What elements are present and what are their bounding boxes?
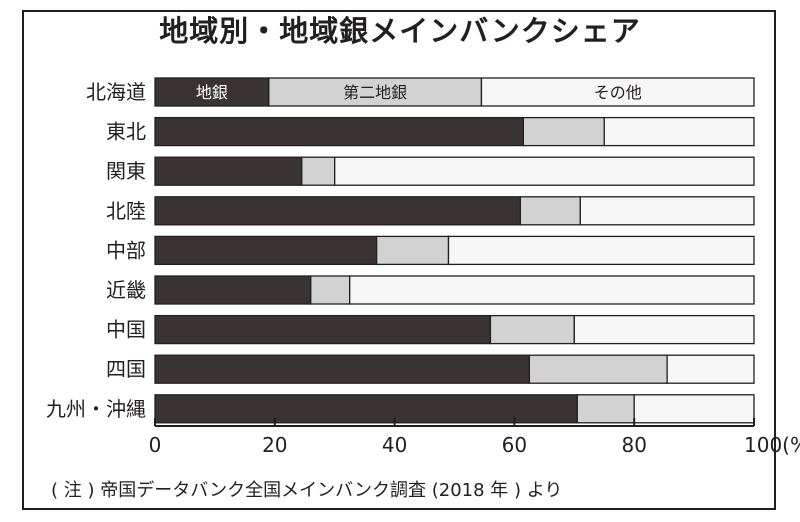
x-tick-label: 0 — [149, 433, 162, 457]
legend-label: 第二地銀 — [343, 83, 407, 102]
bar-segment — [489, 314, 575, 345]
category-label: 近畿 — [106, 278, 146, 302]
bar-segment — [633, 394, 755, 424]
category-label: 九州・沖縄 — [46, 397, 146, 421]
category-label: 中国 — [106, 318, 146, 342]
footnote: ( 注 ) 帝国データバンク全国メインバンク調査 (2018 年 ) より — [51, 480, 563, 501]
bar-segment — [579, 196, 755, 226]
bar-segment — [154, 116, 525, 147]
category-label: 北陸 — [106, 199, 146, 223]
legend-label: 地銀 — [196, 83, 228, 102]
bar-segment — [603, 116, 755, 147]
bar-segment — [666, 354, 755, 384]
bar-segment — [154, 354, 531, 384]
x-tick-label: 80 — [621, 433, 646, 457]
bar-segment — [519, 196, 581, 226]
bar-segment — [576, 394, 635, 424]
bar-segment — [334, 156, 755, 186]
bar-segment — [154, 394, 578, 424]
x-tick-label: 20 — [262, 433, 287, 457]
category-label: 東北 — [106, 120, 146, 144]
category-label: 関東 — [106, 159, 146, 183]
bar-segment — [573, 314, 755, 345]
legend-label: その他 — [594, 83, 642, 102]
x-tick-label: 100(%) — [744, 433, 800, 457]
category-label: 中部 — [106, 238, 146, 262]
x-tick-label: 60 — [502, 433, 527, 457]
x-tick-label: 40 — [382, 433, 407, 457]
category-label: 四国 — [106, 357, 146, 381]
bar-segment — [154, 235, 378, 266]
bar-segment — [310, 275, 351, 305]
bar-segment — [154, 156, 303, 186]
bar-segment — [528, 354, 668, 384]
chart-title: 地域別・地域銀メインバンクシェア — [159, 14, 641, 48]
bar-segment — [480, 77, 755, 107]
bar-segment — [154, 196, 522, 226]
bar-segment — [268, 77, 483, 107]
bar-segment — [375, 235, 450, 266]
bar-segment — [349, 275, 755, 305]
category-label: 北海道 — [86, 80, 146, 104]
bar-segment — [522, 116, 605, 147]
bar-segment — [447, 235, 755, 266]
bar-segment — [154, 77, 270, 107]
bar-segment — [154, 314, 492, 345]
bar-segment — [154, 275, 312, 305]
bar-segment — [301, 156, 336, 186]
